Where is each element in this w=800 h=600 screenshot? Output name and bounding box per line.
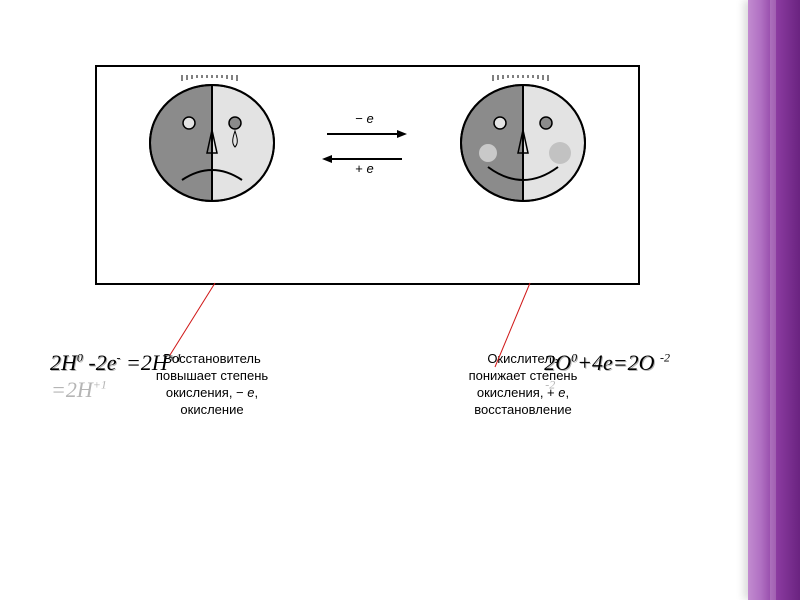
sad-face-icon (127, 75, 297, 210)
oxidizer-caption-l4: восстановление (474, 402, 572, 417)
arrow-right-icon (322, 127, 407, 141)
eq2-p2: +4e=2O (577, 350, 660, 375)
eq2-s2: -2 (660, 351, 670, 365)
electron-arrows: − e + e (322, 127, 407, 171)
happy-face-icon (438, 75, 608, 210)
eq1-p1: 2H (50, 350, 77, 375)
right-gradient-highlight (770, 0, 776, 600)
equations-row: 2H0 -2e- =2H+1 2H0 -2e- =2H+1 2O0+4e=2O … (50, 350, 670, 376)
arrow-top-label: − e (322, 111, 407, 126)
eq1-s3: +1 (168, 351, 182, 365)
equation-left: 2H0 -2e- =2H+1 2H0 -2e- =2H+1 (50, 350, 182, 376)
arrow-bottom-label: + e (322, 161, 407, 176)
reducer-caption-l4: окисление (180, 402, 243, 417)
eq1-p2: -2e (83, 350, 117, 375)
eq2-p1: 2O (544, 350, 571, 375)
equation-right: 2O0+4e=2O -2 2O0+4e=2O -2 (544, 350, 670, 376)
eq1-p3: =2H (120, 350, 167, 375)
diagram-box: Восстановитель повышает степень окислени… (95, 65, 640, 285)
slide-root: Восстановитель повышает степень окислени… (0, 0, 800, 600)
